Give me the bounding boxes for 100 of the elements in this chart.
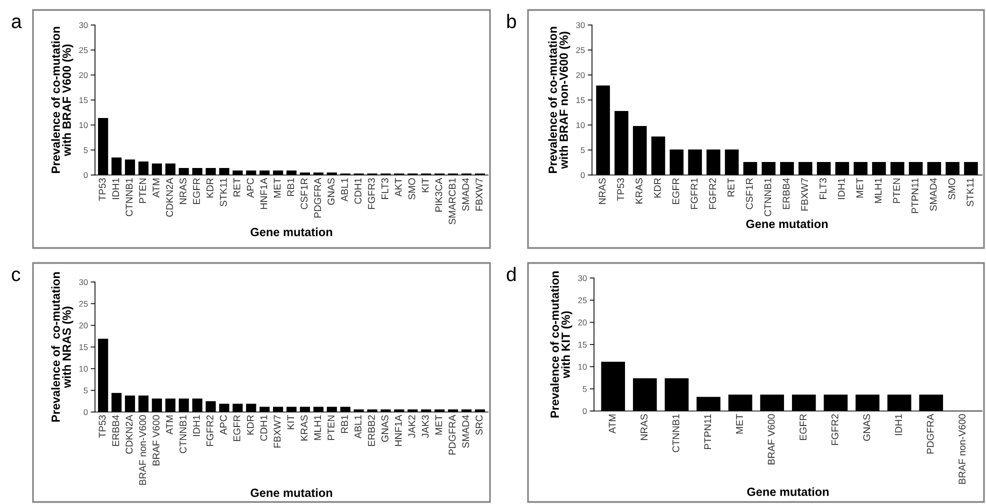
x-tick-label: KIT (422, 178, 429, 192)
x-tick-label: ATM (166, 416, 173, 435)
y-tick-label: 5 (84, 388, 88, 394)
y-tick-label: 30 (576, 22, 585, 28)
x-tick-label: CDH1 (354, 178, 362, 204)
y-tick-label: 15 (79, 344, 88, 350)
x-tick-label: ATM (608, 414, 616, 434)
x-tick-label: PTPN11 (912, 178, 918, 214)
x-tick-label: FLT3 (820, 178, 826, 199)
x-tick-label: FGFR2 (831, 414, 838, 445)
x-axis-title: Gene mutation (250, 228, 332, 236)
x-tick-label: JAK2 (408, 415, 416, 438)
y-tick-label: 25 (79, 300, 88, 307)
x-tick-label: PDGFRA (314, 178, 322, 218)
y-tick-label: 10 (79, 366, 88, 372)
x-tick-label: FGFR1 (690, 178, 698, 209)
x-tick-label: ABL1 (354, 415, 362, 439)
x-tick-label: CSF1R (746, 178, 753, 210)
y-tick-label: 20 (576, 72, 585, 78)
x-tick-label: KIT (287, 415, 294, 430)
x-tick-label: FBXW7 (476, 178, 482, 210)
y-tick-label: 10 (576, 122, 585, 128)
x-tick-label: CDKN2A (166, 178, 173, 217)
x-tick-label: PTEN (893, 178, 900, 203)
x-tick-label: NRAS (598, 178, 606, 204)
y-tick-label: 20 (79, 72, 88, 78)
y-tick-label: 25 (79, 47, 88, 54)
y-tick-label: 0 (580, 172, 585, 178)
x-tick-label: SRC (476, 415, 483, 435)
y-tick-label: 15 (578, 342, 587, 348)
x-tick-label: MLH1 (874, 178, 882, 203)
x-tick-label: FBXW7 (801, 178, 808, 210)
x-tick-label: EGFR (193, 178, 200, 204)
x-tick-label: RET (728, 178, 734, 196)
x-tick-label: PTEN (139, 178, 146, 203)
x-tick-label: SMAD4 (462, 415, 470, 448)
y-tick-label: 0 (84, 409, 88, 416)
x-tick-label: JAK3 (422, 415, 429, 438)
x-tick-label: IDH1 (838, 178, 845, 200)
y-tick-label: 25 (576, 47, 585, 54)
y-tick-label: 0 (84, 172, 88, 178)
x-tick-label: IDH1 (193, 415, 200, 436)
y-tick-label: 10 (578, 364, 587, 370)
x-tick-label: NRAS (640, 414, 648, 440)
x-tick-label: IDH1 (895, 414, 902, 436)
x-tick-label: MET (856, 178, 864, 198)
x-tick-label: FBXW7 (274, 415, 281, 448)
y-axis-title: Prevalence of co-mutation with BRAF V600 (%) (51, 26, 74, 174)
x-tick-label: ERBB4 (112, 415, 120, 446)
x-tick-label: FGFR2 (206, 415, 214, 446)
x-tick-label: TP53 (617, 178, 624, 201)
x-tick-label: EGFR (233, 415, 240, 441)
x-axis-title: Gene mutation (250, 488, 332, 498)
y-axis-title: Prevalence of co-mutation with NRAS (%) (51, 272, 74, 422)
x-tick-label: CTNNB1 (180, 415, 186, 454)
x-tick-label: PIK3CA (435, 178, 442, 212)
x-tick-label: NRAS (180, 178, 186, 204)
y-tick-label: 20 (79, 322, 88, 328)
x-tick-label: CTNNB1 (672, 414, 680, 452)
y-tick-label: 20 (578, 320, 587, 326)
x-tick-label: KRAS (636, 178, 642, 204)
y-axis-title: Prevalence of co-mutation with BRAF non-V600 (%) (548, 26, 570, 174)
x-tick-label: GNAS (863, 414, 870, 441)
x-tick-label: IDH1 (112, 178, 120, 200)
x-tick-label: APC (246, 178, 254, 198)
x-axis-title: Gene mutation (746, 219, 828, 228)
x-axis-title: Gene mutation (747, 487, 829, 496)
x-tick-label: MET (274, 178, 281, 198)
x-tick-label: GNAS (381, 415, 388, 442)
x-tick-label: PTPN11 (704, 414, 712, 450)
x-tick-label: PDGFRA (448, 414, 456, 454)
x-tick-label: MLH1 (314, 415, 321, 440)
x-tick-label: TP53 (98, 415, 106, 438)
x-tick-label: HNF1A (260, 178, 268, 209)
y-tick-label: 5 (582, 386, 587, 392)
y-tick-label: 0 (582, 408, 587, 414)
y-tick-label: 10 (79, 122, 88, 128)
y-tick-label: 30 (79, 279, 88, 286)
x-tick-label: KRAS (300, 415, 308, 440)
y-tick-label: 15 (79, 97, 88, 104)
x-tick-label: EGFR (800, 414, 807, 440)
chart-title: d (506, 266, 516, 282)
x-tick-label: HNF1A (394, 414, 402, 446)
x-tick-label: BRAF non-V600 (139, 415, 146, 485)
x-tick-label: RB1 (287, 178, 294, 196)
x-tick-label: MET (736, 414, 743, 434)
x-tick-label: BRAF non-V600 (958, 414, 966, 484)
x-tick-label: MET (435, 415, 442, 434)
x-tick-label: KDR (246, 415, 254, 435)
x-tick-label: SMO (948, 178, 956, 200)
x-tick-label: SMO (408, 178, 416, 200)
x-tick-label: CSF1R (300, 178, 308, 210)
x-tick-label: BRAF V600 (768, 414, 775, 464)
x-tick-label: PDGFRA (926, 414, 934, 454)
x-tick-label: CDH1 (260, 415, 268, 441)
x-tick-label: STK11 (220, 178, 227, 206)
y-tick-label: 30 (578, 275, 587, 282)
y-tick-label: 25 (578, 297, 587, 304)
x-tick-label: RB1 (341, 415, 348, 433)
x-tick-label: KDR (654, 178, 661, 198)
